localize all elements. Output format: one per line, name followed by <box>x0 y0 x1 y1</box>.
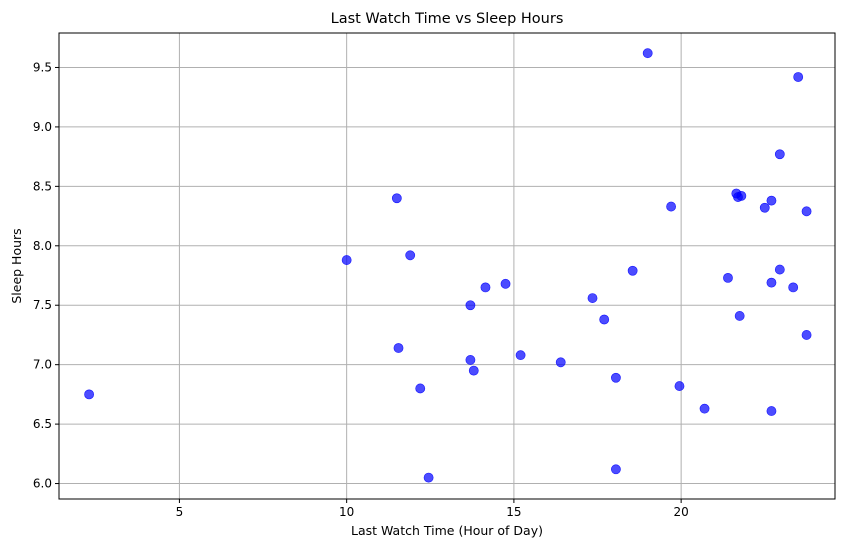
x-tick-label: 5 <box>176 505 184 519</box>
data-point <box>599 314 610 325</box>
data-point <box>774 264 785 275</box>
data-point <box>555 357 566 368</box>
data-point <box>642 48 653 59</box>
y-tick-label: 6.5 <box>33 417 52 431</box>
chart-title: Last Watch Time vs Sleep Hours <box>331 11 564 27</box>
data-point <box>801 330 812 340</box>
y-axis-label: Sleep Hours <box>9 228 24 303</box>
data-point <box>468 365 479 376</box>
y-tick-label: 8.0 <box>33 239 52 253</box>
data-point <box>766 406 777 416</box>
x-axis-label: Last Watch Time (Hour of Day) <box>351 523 543 538</box>
data-point <box>515 350 526 361</box>
x-axis: 5 10 15 20 <box>176 499 689 519</box>
data-point <box>734 311 745 321</box>
data-point <box>774 149 785 160</box>
data-point <box>393 343 404 353</box>
y-tick-label: 6.0 <box>33 477 52 491</box>
y-tick-label: 9.0 <box>33 120 52 134</box>
data-point <box>480 282 491 293</box>
data-point <box>766 277 777 288</box>
y-axis: 6.0 6.5 7.0 7.5 8.0 8.5 9.0 9.5 <box>33 60 59 491</box>
data-point <box>405 250 416 261</box>
data-point <box>801 206 812 217</box>
data-point <box>736 190 747 201</box>
data-point <box>465 300 476 311</box>
data-point <box>341 255 352 265</box>
y-tick-label: 8.5 <box>33 179 52 193</box>
data-point <box>423 472 434 483</box>
data-point <box>611 372 621 383</box>
data-point <box>759 202 770 213</box>
data-points <box>84 48 812 483</box>
x-tick-label: 10 <box>339 505 354 519</box>
data-point <box>415 383 426 394</box>
data-point <box>611 464 621 475</box>
y-tick-label: 7.5 <box>33 298 52 312</box>
grid <box>59 33 835 499</box>
data-point <box>793 72 804 82</box>
data-point <box>500 278 511 289</box>
x-tick-label: 15 <box>506 505 521 519</box>
y-tick-label: 7.0 <box>33 358 52 372</box>
data-point <box>699 403 710 414</box>
data-point <box>465 355 476 365</box>
data-point <box>766 195 777 206</box>
data-point <box>587 293 598 303</box>
data-point <box>84 389 95 400</box>
data-point <box>391 193 402 204</box>
data-point <box>627 265 638 276</box>
data-point <box>788 282 799 293</box>
plot-area-frame <box>58 32 836 500</box>
x-tick-label: 20 <box>673 505 688 519</box>
data-point <box>666 201 677 212</box>
data-point <box>674 381 685 391</box>
y-tick-label: 9.5 <box>33 60 52 74</box>
data-point <box>723 272 733 283</box>
